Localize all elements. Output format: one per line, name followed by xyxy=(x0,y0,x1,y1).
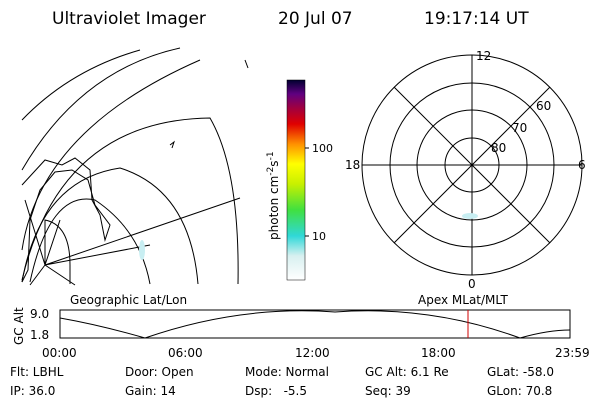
status-field: Flt: LBHL xyxy=(10,365,64,379)
clock-label: 0 xyxy=(468,277,476,291)
status-field: GC Alt: 6.1 Re xyxy=(365,365,449,379)
polar-spokes xyxy=(362,55,582,275)
status-field: Gain: 14 xyxy=(125,384,176,398)
y-axis-label: GC Alt xyxy=(12,307,26,345)
colorbar-tick-label: 100 xyxy=(312,142,333,155)
aurora-blob xyxy=(139,240,145,260)
status-field: Mode: Normal xyxy=(245,365,329,379)
timeline-frame xyxy=(59,309,571,339)
x-tick-label: 18:00 xyxy=(421,346,456,360)
timeline: Geographic Lat/Lon Apex MLat/MLT GC Alt … xyxy=(12,293,590,360)
date: 20 Jul 07 xyxy=(278,9,353,29)
coastline xyxy=(21,157,111,283)
aurora-blob xyxy=(462,213,478,219)
lat-label: 70 xyxy=(512,121,527,135)
clock-label: 18 xyxy=(345,158,360,172)
map-line xyxy=(21,49,141,121)
colorbar-label: photon cm-2s-1 xyxy=(266,151,281,240)
polar-plot: 12 18 6 0 60 70 80 xyxy=(345,49,586,291)
map-line xyxy=(21,59,249,251)
lat-label: 60 xyxy=(536,99,551,113)
altitude-curve xyxy=(59,310,571,339)
map-line xyxy=(21,117,239,285)
time: 19:17:14 UT xyxy=(424,9,529,29)
status-field: IP: 36.0 xyxy=(10,384,55,398)
status-field: Door: Open xyxy=(125,365,194,379)
status-field: GLat: -58.0 xyxy=(487,365,554,379)
map-grid xyxy=(24,197,241,286)
colorbar: 100 10 photon cm-2s-1 xyxy=(266,79,333,281)
status-field: Seq: 39 xyxy=(365,384,411,398)
coastline xyxy=(169,140,175,149)
status-field: GLon: 70.8 xyxy=(487,384,552,398)
header: Ultraviolet Imager 20 Jul 07 19:17:14 UT xyxy=(52,9,529,29)
footer: Flt: LBHL Door: Open Mode: Normal GC Alt: 6… xyxy=(10,365,554,398)
y-tick-label: 1.8 xyxy=(30,328,49,342)
clock-label: 6 xyxy=(578,158,586,172)
x-tick-label: 00:00 xyxy=(42,346,77,360)
timeline-title: Apex MLat/MLT xyxy=(418,293,508,307)
lat-label: 80 xyxy=(491,141,506,155)
map-panel xyxy=(21,47,249,286)
map-line xyxy=(21,47,181,171)
clock-label: 12 xyxy=(476,49,491,63)
x-tick-label: 06:00 xyxy=(168,346,203,360)
map-line xyxy=(21,167,199,285)
colorbar-tick-label: 10 xyxy=(312,230,326,243)
status-field: Dsp: -5.5 xyxy=(245,384,307,398)
timeline-title: Geographic Lat/Lon xyxy=(70,293,187,307)
colorbar-scale xyxy=(286,79,306,281)
x-tick-label: 23:59 xyxy=(555,346,590,360)
title: Ultraviolet Imager xyxy=(52,9,206,29)
y-tick-label: 9.0 xyxy=(30,307,49,321)
x-tick-label: 12:00 xyxy=(295,346,330,360)
